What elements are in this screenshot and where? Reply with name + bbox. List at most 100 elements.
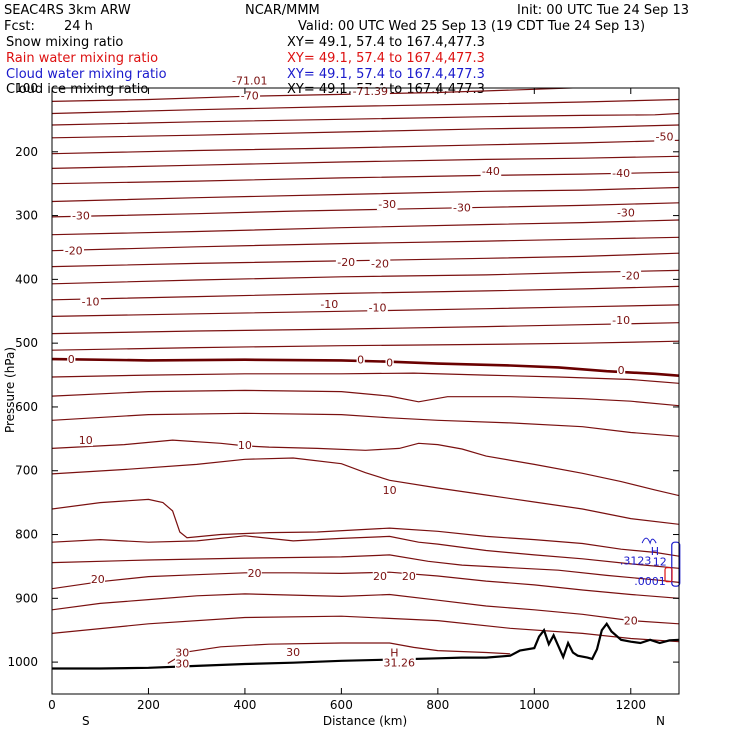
- contour-label: 0: [386, 356, 393, 369]
- cloud-label: .3123: [620, 555, 652, 568]
- isotherm-line: [52, 571, 679, 599]
- isotherm-line: [52, 615, 679, 643]
- contour-label: -20: [65, 245, 83, 258]
- contour-label-bg: [237, 439, 253, 452]
- isotherm-line: [52, 202, 679, 218]
- y-tick-label: 900: [15, 591, 38, 605]
- contour-label: -30: [617, 206, 635, 219]
- contour-label-bg: [67, 353, 76, 366]
- contour-label-bg: [401, 569, 417, 582]
- contour-label-bg: [335, 256, 357, 269]
- contour-label-bg: [369, 257, 391, 270]
- org-title: NCAR/MMM: [245, 3, 320, 18]
- north-endpoint-label: N: [656, 714, 665, 728]
- contour-label-bg: [654, 130, 675, 143]
- field-xy-cloud-water: XY= 49.1, 57.4 to 167.4,477.3: [287, 67, 485, 82]
- contour-label: 20: [248, 567, 262, 580]
- contour-label: -20: [337, 256, 355, 269]
- valid-time: Valid: 00 UTC Wed 25 Sep 13 (19 CDT Tue …: [298, 19, 645, 34]
- contour-label-layer: -70 -71.39 -71.01 -50 -40 -40 -30 -30 -30 -30 -20 -…: [63, 74, 675, 670]
- x-axis-ticks: 0 200 400 600 800 1000 1200: [48, 88, 646, 712]
- contour-label: -20: [371, 257, 389, 270]
- isotherm-line: [52, 186, 679, 203]
- isotherm-line: [52, 535, 679, 569]
- isotherm-line: [52, 554, 679, 583]
- contour-label: -10: [612, 314, 630, 327]
- isotherm-line: [52, 171, 679, 185]
- isotherm-line: [52, 593, 679, 625]
- contour-label: -40: [612, 167, 630, 180]
- rain-outline: [664, 567, 673, 583]
- contour-label-bg: [319, 298, 340, 311]
- forecast-label: Fcst:: [4, 19, 35, 34]
- isotherm-line: [52, 252, 679, 268]
- cloud-label: H: [651, 545, 659, 558]
- contour-label-bg: [617, 363, 626, 376]
- isotherm-line: [52, 155, 679, 169]
- x-tick-label: 600: [330, 698, 353, 712]
- contour-label: -30: [453, 201, 471, 214]
- contour-label-bg: [63, 244, 85, 257]
- contour-label-bg: [247, 566, 262, 579]
- isotherm-line: [52, 322, 679, 335]
- contour-label: 10: [383, 484, 397, 497]
- field-xy-rain: XY= 49.1, 57.4 to 167.4,477.3: [287, 51, 485, 66]
- y-tick-label: 700: [15, 464, 38, 478]
- contour-label-bg: [80, 295, 101, 308]
- x-tick-label: 400: [233, 698, 256, 712]
- plot-frame: [51, 87, 680, 695]
- y-tick-label: 100: [15, 81, 38, 95]
- contour-label: 20: [91, 573, 105, 586]
- isotherm-line: [52, 139, 679, 155]
- isotherm-line: [52, 112, 679, 126]
- contour-label: -40: [482, 165, 500, 178]
- contour-label-bg: [623, 614, 638, 627]
- contour-label-bg: [175, 646, 190, 659]
- cloud-outline: [641, 537, 657, 545]
- y-tick-label: 400: [15, 272, 38, 286]
- south-endpoint-label: S: [82, 714, 90, 728]
- contour-label-bg: [610, 166, 632, 179]
- contour-label: 0: [68, 353, 75, 366]
- field-legend: Snow mixing ratio XY= 49.1, 57.4 to 167.…: [6, 35, 485, 97]
- contour-label: -10: [82, 296, 100, 309]
- isotherm-line: [52, 285, 679, 301]
- isotherm-line: [52, 304, 679, 317]
- isotherm-line: [52, 98, 679, 115]
- contour-label-bg: [376, 198, 398, 211]
- contour-label-bg: [382, 483, 397, 496]
- isotherm-line: [52, 236, 679, 252]
- contour-label-bg: [451, 201, 473, 214]
- contour-label-bg: [367, 301, 388, 314]
- contour-label-bg: [372, 569, 388, 582]
- model-title: SEAC4RS 3km ARW: [4, 3, 131, 18]
- isotherm-line: [52, 439, 679, 497]
- y-tick-label: 1000: [7, 655, 38, 669]
- isotherm-line: [167, 642, 511, 664]
- cloud-outline: [671, 541, 681, 587]
- field-name-rain: Rain water mixing ratio: [6, 51, 158, 66]
- contour-label: -70: [241, 90, 259, 103]
- contour-label: 10: [79, 434, 93, 447]
- contour-label: 20: [402, 570, 416, 583]
- cloud-label: 12: [653, 555, 667, 568]
- init-time: Init: 00 UTC Tue 24 Sep 13: [517, 3, 689, 18]
- contour-label: -71.39: [353, 85, 388, 98]
- isotherm-line: [52, 498, 679, 557]
- contour-label: 10: [238, 439, 252, 452]
- x-tick-label: 1200: [615, 698, 646, 712]
- isotherm-line: [52, 389, 679, 407]
- contour-label-bg: [356, 353, 365, 366]
- isotherm-line: [52, 340, 679, 351]
- contour-label-bg: [175, 657, 190, 670]
- field-xy-snow: XY= 49.1, 57.4 to 167.4,477.3: [287, 35, 485, 50]
- contour-label: -20: [622, 270, 640, 283]
- x-tick-label: 800: [426, 698, 449, 712]
- contour-label-bg: [610, 314, 632, 327]
- contour-label: -71.01: [232, 74, 267, 87]
- contour-label-bg: [480, 164, 502, 177]
- contour-label: 30: [175, 657, 189, 670]
- x-axis-label: Distance (km): [323, 714, 407, 728]
